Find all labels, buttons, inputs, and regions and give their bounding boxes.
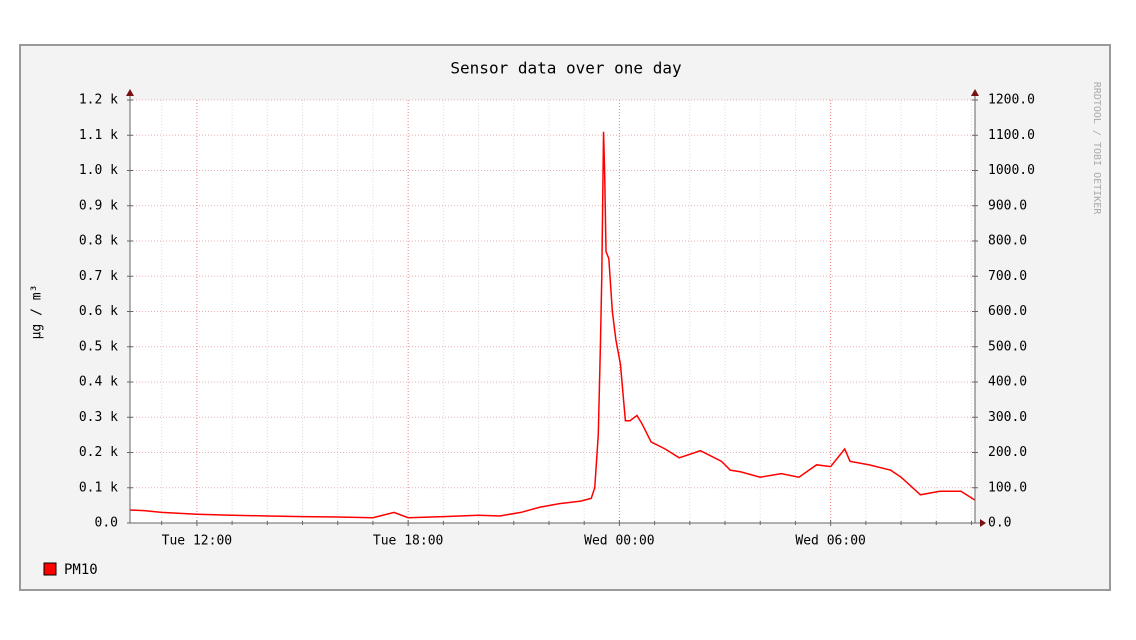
y-tick-label: 1.2 k <box>79 93 118 108</box>
y2-tick-label: 800.0 <box>988 234 1027 249</box>
marks <box>129 131 976 519</box>
y-tick-label: 0.0 <box>95 516 118 531</box>
y-tick-label: 0.5 k <box>79 339 118 354</box>
watermark: RRDTOOL / TOBI OETIKER <box>1091 82 1102 215</box>
x-tick-label: Wed 00:00 <box>584 534 654 549</box>
y2-tick-label: 900.0 <box>988 198 1027 213</box>
y-arrow <box>126 89 134 96</box>
y2-tick-label: 600.0 <box>988 304 1027 319</box>
data-line <box>129 131 976 519</box>
y-tick-label: 1.0 k <box>79 163 118 178</box>
y-tick-label: 0.2 k <box>79 445 118 460</box>
y-tick-label: 0.1 k <box>79 480 118 495</box>
y2-tick-label: 1000.0 <box>988 163 1035 178</box>
legend-label: PM10 <box>64 562 98 578</box>
y-axis-label: µg / m³ <box>30 285 45 340</box>
y2-tick-label: 500.0 <box>988 339 1027 354</box>
x-arrow <box>980 519 986 527</box>
y-tick-label: 0.3 k <box>79 410 118 425</box>
y-tick-label: 0.8 k <box>79 234 118 249</box>
y-tick-label: 0.4 k <box>79 375 118 390</box>
y2-tick-label: 400.0 <box>988 375 1027 390</box>
y-tick-label: 0.6 k <box>79 304 118 319</box>
y2-tick-label: 1100.0 <box>988 128 1035 143</box>
y-tick-label: 0.9 k <box>79 198 118 213</box>
chart-title: Sensor data over one day <box>450 59 682 78</box>
x-tick-label: Wed 06:00 <box>795 534 865 549</box>
y2-tick-label: 200.0 <box>988 445 1027 460</box>
y-tick-label: 0.7 k <box>79 269 118 284</box>
x-tick-label: Tue 18:00 <box>373 534 443 549</box>
labels: 0.0 0.1 k 0.2 k 0.3 k 0.4 k 0.5 k 0.6 k 0.7 k 0.… <box>43 93 1035 578</box>
x-tick-label: Tue 12:00 <box>162 534 232 549</box>
y2-arrow <box>971 89 979 96</box>
y2-tick-label: 1200.0 <box>988 93 1035 108</box>
legend-swatch <box>43 562 57 576</box>
y2-tick-label: 300.0 <box>988 410 1027 425</box>
y-tick-label: 1.1 k <box>79 128 118 143</box>
plot-area <box>130 100 975 523</box>
y2-tick-label: 100.0 <box>988 480 1027 495</box>
y2-tick-label: 700.0 <box>988 269 1027 284</box>
y2-tick-label: 0.0 <box>988 516 1011 531</box>
